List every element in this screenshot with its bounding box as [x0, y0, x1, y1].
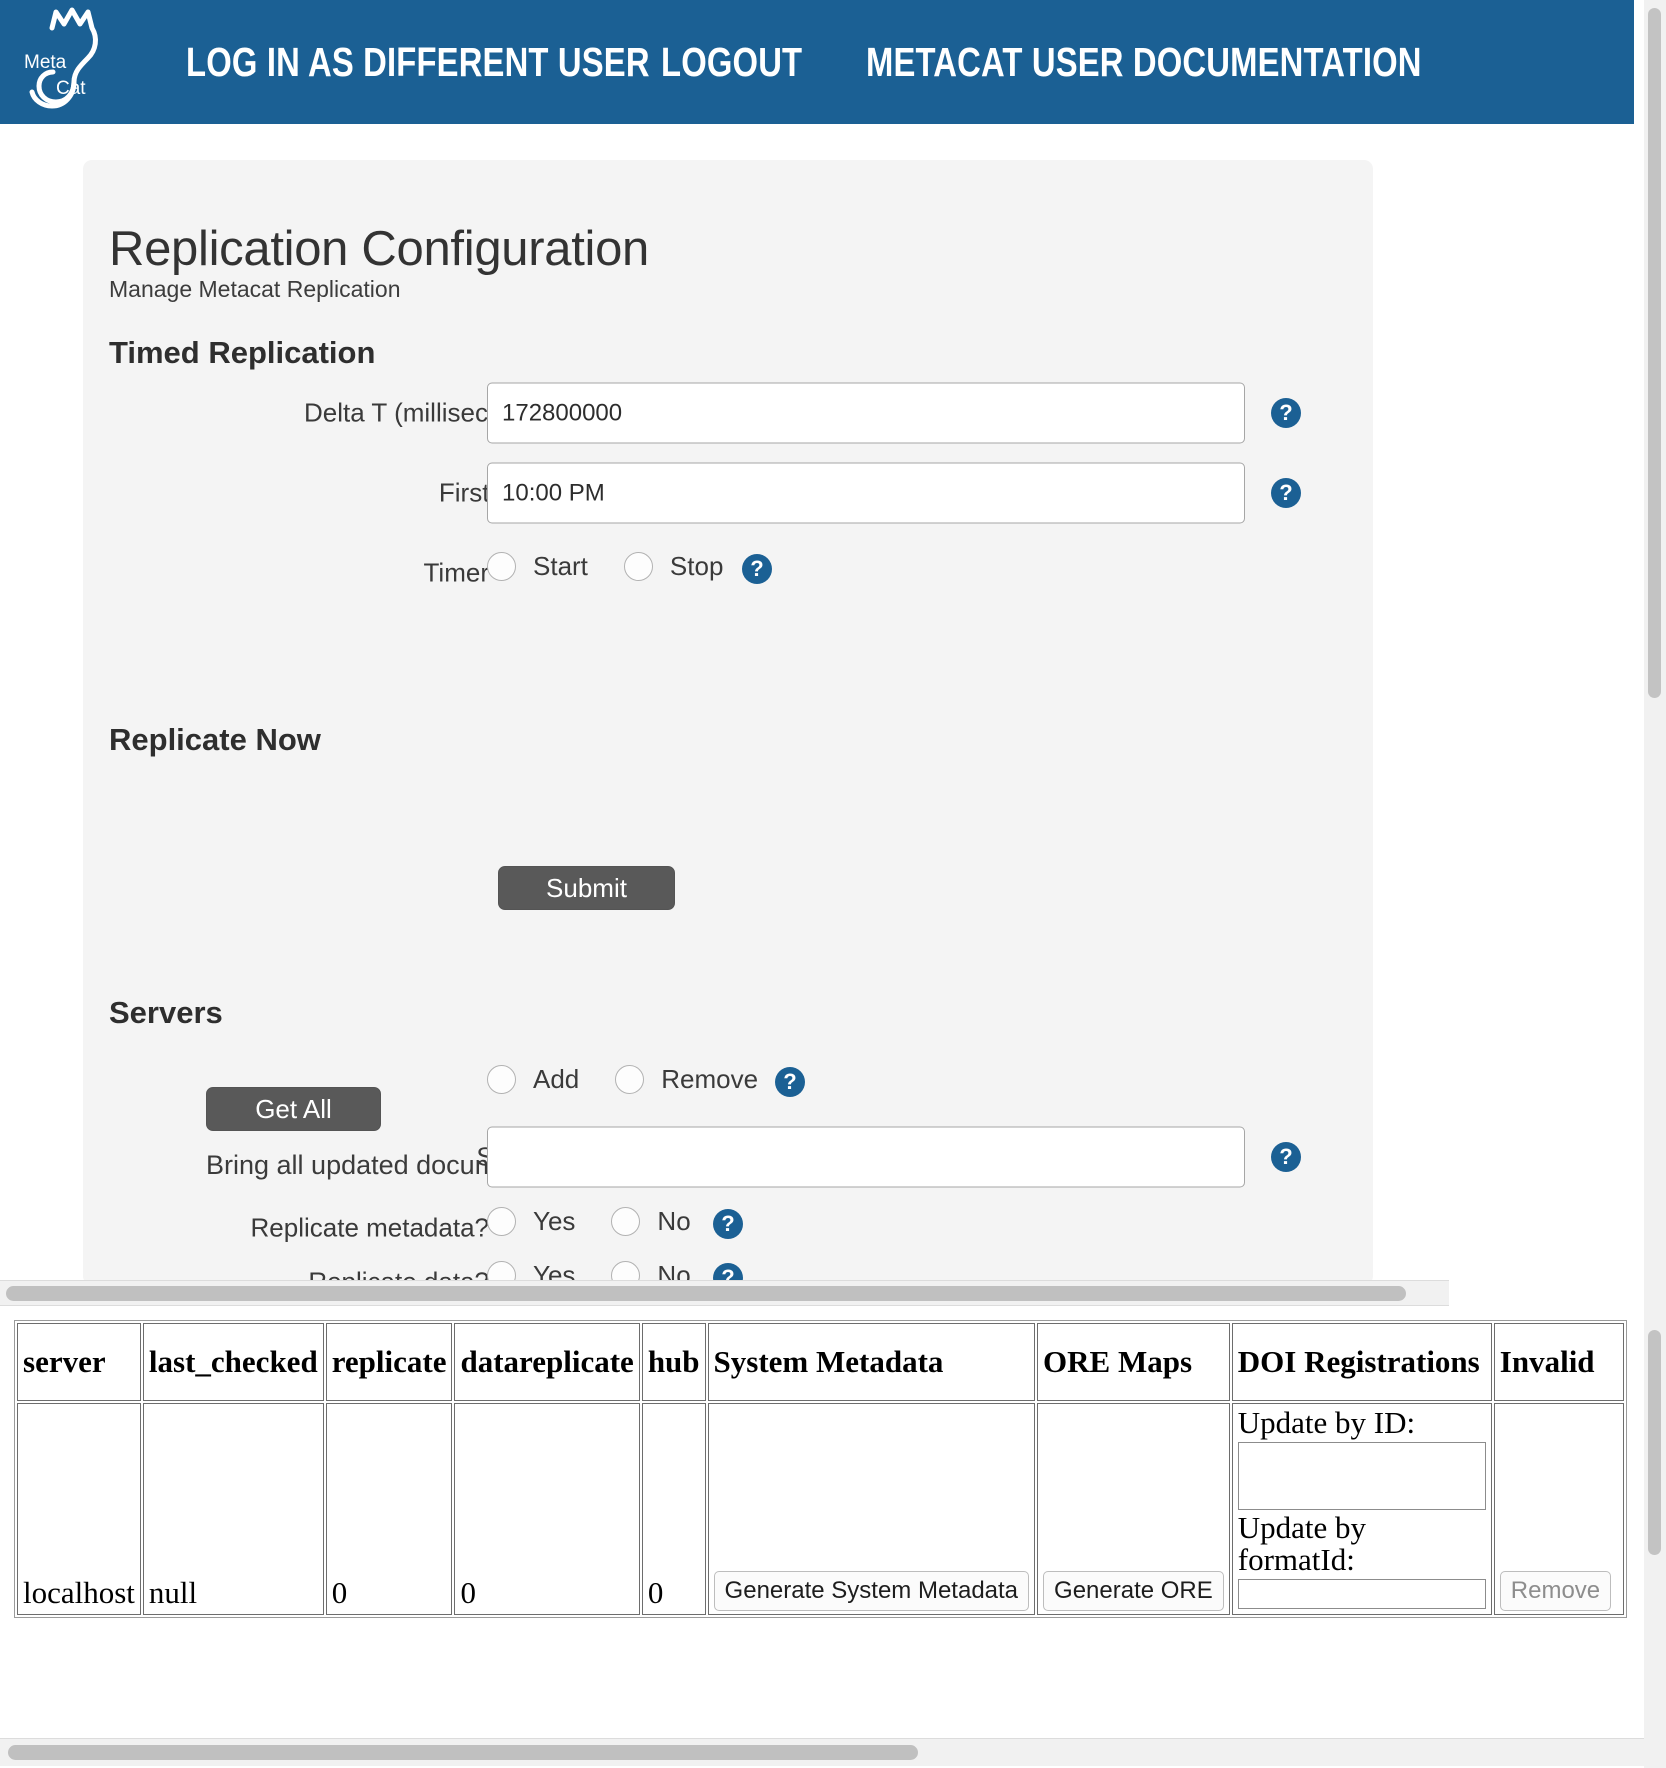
- th-replicate: replicate: [325, 1323, 453, 1401]
- help-icon-server[interactable]: ?: [1271, 1142, 1301, 1172]
- replicate-metadata-label: Replicate metadata?: [250, 1212, 489, 1243]
- radio-server-add[interactable]: [487, 1065, 516, 1094]
- doi-update-by-formatid-label: Update by formatId:: [1237, 1509, 1367, 1578]
- first-time-input[interactable]: [487, 462, 1245, 524]
- server-table: server last_checked replicate datareplic…: [14, 1320, 1627, 1618]
- radio-server-remove-label: Remove: [661, 1064, 759, 1094]
- server-action-radio-group: Add Remove: [487, 1064, 794, 1095]
- remove-button[interactable]: Remove: [1499, 1570, 1612, 1611]
- cell-server: localhost: [17, 1403, 141, 1615]
- submit-button[interactable]: Submit: [498, 866, 675, 910]
- doi-update-by-id-textarea[interactable]: [1237, 1441, 1486, 1510]
- cell-doi-registrations: Update by ID: Update by formatId:: [1231, 1403, 1492, 1615]
- generate-system-metadata-button[interactable]: Generate System Metadata: [713, 1570, 1030, 1611]
- cell-last-checked: null: [142, 1403, 324, 1615]
- logo-text-meta: Meta: [24, 52, 67, 73]
- th-invalid: Invalid: [1493, 1323, 1624, 1401]
- form-row-timer: Timer Start Stop ?: [83, 537, 1373, 609]
- section-heading-servers: Servers: [109, 995, 223, 1030]
- nav-metacat-user-documentation[interactable]: METACAT USER DOCUMENTATION: [866, 38, 1422, 85]
- horizontal-scrollbar-lower[interactable]: [0, 1738, 1650, 1766]
- section-heading-timed-replication: Timed Replication: [109, 335, 376, 370]
- page-subtitle: Manage Metacat Replication: [109, 276, 401, 302]
- nav-login-as-different-user[interactable]: LOG IN AS DIFFERENT USER: [186, 38, 650, 85]
- help-icon-delta-t[interactable]: ?: [1271, 398, 1301, 428]
- nav-links: LOG IN AS DIFFERENT USER LOGOUT METACAT …: [152, 39, 1456, 86]
- delta-t-input[interactable]: [487, 382, 1245, 444]
- radio-timer-stop-label: Stop: [669, 551, 724, 581]
- th-last-checked: last_checked: [142, 1323, 324, 1401]
- top-navbar: Meta Cat LOG IN AS DIFFERENT USER LOGOUT…: [0, 0, 1634, 124]
- scrollbar-thumb[interactable]: [8, 1745, 918, 1760]
- timer-label: Timer: [423, 557, 489, 588]
- help-icon-replicate-metadata[interactable]: ?: [713, 1209, 743, 1239]
- scrollbar-thumb-lower[interactable]: [1648, 1330, 1661, 1555]
- server-input[interactable]: [487, 1126, 1245, 1188]
- doi-update-by-formatid-textarea[interactable]: [1237, 1578, 1486, 1609]
- table-header-row: server last_checked replicate datareplic…: [17, 1323, 1624, 1401]
- help-icon-timer[interactable]: ?: [742, 554, 772, 584]
- form-row-server: Server ?: [83, 1121, 1373, 1193]
- th-datareplicate: datareplicate: [454, 1323, 640, 1401]
- th-doi-registrations: DOI Registrations: [1231, 1323, 1492, 1401]
- th-server: server: [17, 1323, 141, 1401]
- metacat-logo[interactable]: Meta Cat: [12, 6, 130, 118]
- vertical-scrollbar[interactable]: [1644, 0, 1666, 1768]
- cell-invalid: Remove: [1493, 1403, 1624, 1615]
- radio-server-remove[interactable]: [615, 1065, 645, 1094]
- th-ore-maps: ORE Maps: [1037, 1323, 1230, 1401]
- form-row-first-time: First Time ?: [83, 457, 1373, 529]
- replicate-metadata-radio-group: Yes No: [487, 1206, 727, 1237]
- scrollbar-thumb[interactable]: [6, 1286, 1406, 1301]
- help-icon-first-time[interactable]: ?: [1271, 478, 1301, 508]
- cell-replicate: 0: [325, 1403, 453, 1615]
- radio-timer-start-label: Start: [533, 551, 588, 581]
- cell-system-metadata: Generate System Metadata: [707, 1403, 1036, 1615]
- doi-update-by-id-label: Update by ID:: [1237, 1405, 1416, 1440]
- radio-replicate-metadata-no[interactable]: [611, 1207, 641, 1236]
- replication-config-card: Replication Configuration Manage Metacat…: [83, 160, 1373, 1297]
- table-row: localhost null 0 0 0 Generate System Met…: [17, 1403, 1624, 1615]
- nav-logout[interactable]: LOGOUT: [661, 38, 803, 85]
- get-all-button[interactable]: Get All: [206, 1087, 381, 1131]
- cell-hub: 0: [641, 1403, 706, 1615]
- cell-datareplicate: 0: [454, 1403, 640, 1615]
- server-table-pane: server last_checked replicate datareplic…: [0, 1312, 1650, 1732]
- form-row-delta-t: Delta T (milliseconds) ?: [83, 377, 1373, 449]
- th-system-metadata: System Metadata: [707, 1323, 1036, 1401]
- radio-timer-start[interactable]: [487, 552, 516, 581]
- scrollbar-thumb-upper[interactable]: [1648, 8, 1661, 698]
- th-hub: hub: [641, 1323, 706, 1401]
- form-row-replicate-metadata: Replicate metadata? Yes No ?: [83, 1192, 1373, 1264]
- page-title: Replication Configuration: [109, 221, 649, 276]
- cell-ore-maps: Generate ORE: [1037, 1403, 1230, 1615]
- radio-timer-stop[interactable]: [623, 552, 653, 581]
- radio-replicate-metadata-no-label: No: [657, 1206, 691, 1236]
- section-heading-replicate-now: Replicate Now: [109, 722, 321, 757]
- radio-server-add-label: Add: [533, 1064, 580, 1094]
- generate-ore-button[interactable]: Generate ORE: [1043, 1570, 1224, 1611]
- horizontal-scrollbar-upper[interactable]: [0, 1280, 1449, 1306]
- radio-replicate-metadata-yes[interactable]: [487, 1207, 516, 1236]
- timer-radio-group: Start Stop: [487, 551, 759, 582]
- radio-replicate-metadata-yes-label: Yes: [533, 1206, 576, 1236]
- help-icon-server-action[interactable]: ?: [775, 1067, 805, 1097]
- logo-text-cat: Cat: [56, 78, 86, 99]
- form-row-server-action: Add Remove ?: [83, 1050, 1373, 1122]
